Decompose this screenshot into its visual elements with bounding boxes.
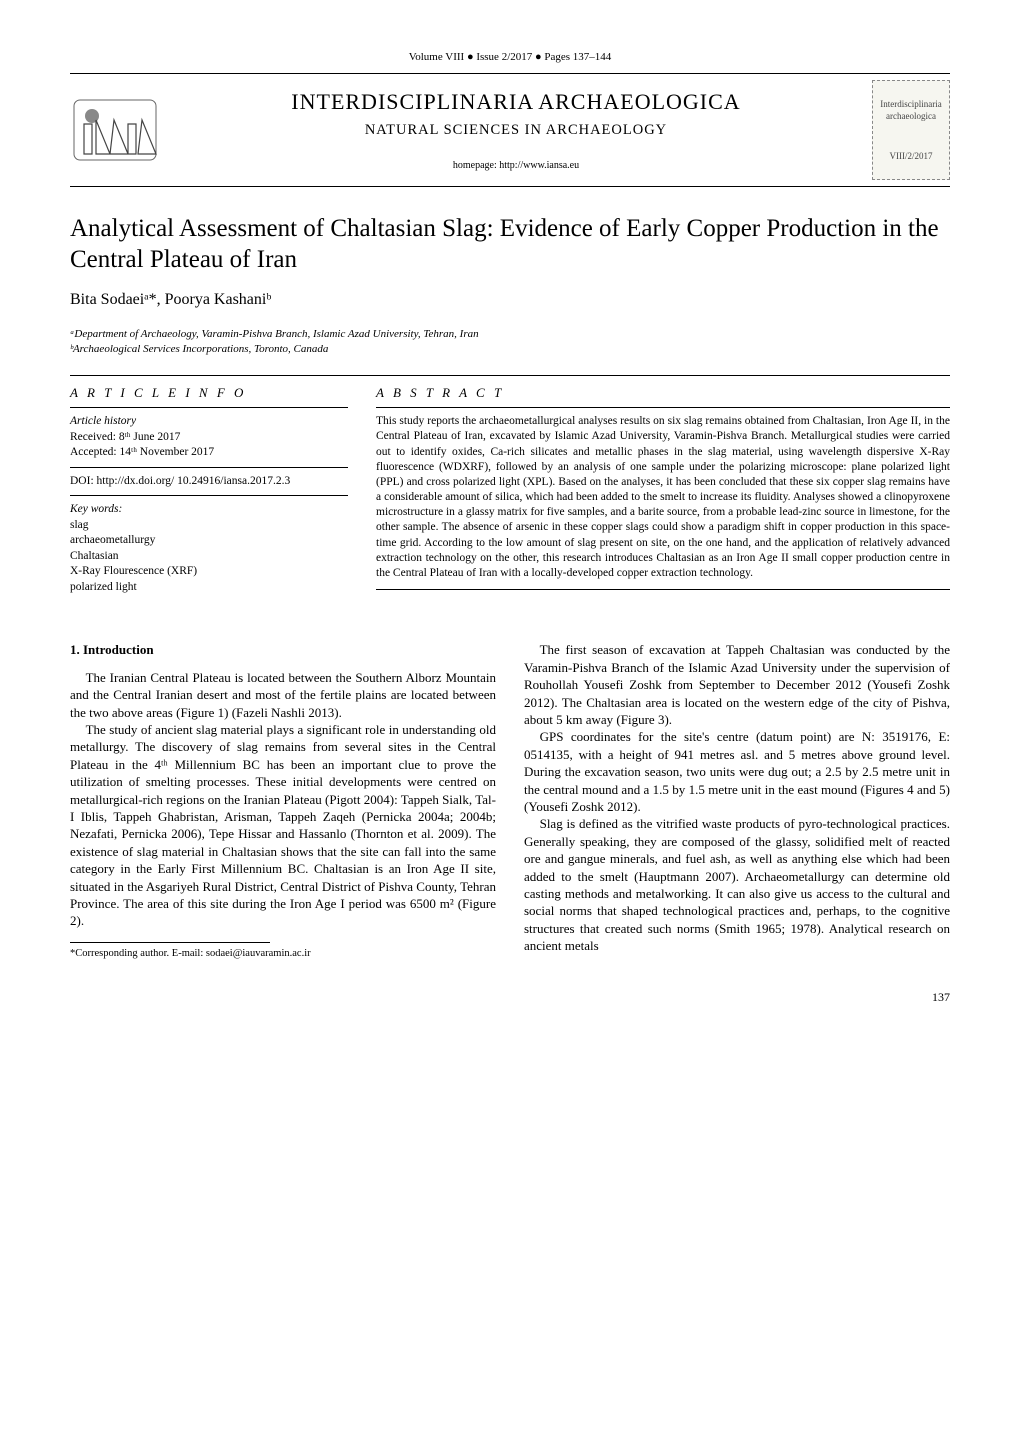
section-heading-intro: 1. Introduction <box>70 641 496 658</box>
doi-block: DOI: http://dx.doi.org/ 10.24916/iansa.2… <box>70 474 348 497</box>
keyword-1: slag <box>70 518 348 534</box>
footnote-rule <box>70 942 270 943</box>
article-info-heading: A R T I C L E I N F O <box>70 384 348 402</box>
article-title: Analytical Assessment of Chaltasian Slag… <box>70 213 950 276</box>
body-columns: 1. Introduction The Iranian Central Plat… <box>70 641 950 961</box>
doi: DOI: http://dx.doi.org/ 10.24916/iansa.2… <box>70 474 348 490</box>
affiliation-a: ᵃDepartment of Archaeology, Varamin-Pish… <box>70 327 950 342</box>
keywords-block: Key words: slag archaeometallurgy Chalta… <box>70 502 348 601</box>
abstract-heading: A B S T R A C T <box>376 384 950 402</box>
article-history-block: Article history Received: 8ᵗʰ June 2017 … <box>70 414 348 468</box>
authors: Bita Sodaeiᵃ*, Poorya Kashaniᵇ <box>70 289 950 311</box>
journal-subtitle: NATURAL SCIENCES IN ARCHAEOLOGY <box>172 121 860 141</box>
body-paragraph-5: Slag is defined as the vitrified waste p… <box>524 815 950 954</box>
accepted-date: Accepted: 14ᵗʰ November 2017 <box>70 445 348 461</box>
received-date: Received: 8ᵗʰ June 2017 <box>70 430 348 446</box>
journal-logo <box>70 94 160 166</box>
abstract-text: This study reports the archaeometallurgi… <box>376 414 950 581</box>
body-paragraph-3: The first season of excavation at Tappeh… <box>524 641 950 728</box>
article-info-column: A R T I C L E I N F O Article history Re… <box>70 384 348 608</box>
keyword-5: polarized light <box>70 580 348 596</box>
body-paragraph-4: GPS coordinates for the site's centre (d… <box>524 728 950 815</box>
body-paragraph-2: The study of ancient slag material plays… <box>70 721 496 930</box>
info-abstract-row: A R T I C L E I N F O Article history Re… <box>70 384 950 608</box>
journal-banner: INTERDISCIPLINARIA ARCHAEOLOGICA NATURAL… <box>70 80 950 180</box>
issue-meta: Volume VIII ● Issue 2/2017 ● Pages 137–1… <box>70 50 950 65</box>
iansa-logo-icon <box>70 94 160 166</box>
keyword-4: X-Ray Flourescence (XRF) <box>70 564 348 580</box>
rule-info-top <box>70 375 950 376</box>
keyword-2: archaeometallurgy <box>70 533 348 549</box>
body-paragraph-1: The Iranian Central Plateau is located b… <box>70 669 496 721</box>
rule-abs-2 <box>376 589 950 590</box>
page: Volume VIII ● Issue 2/2017 ● Pages 137–1… <box>0 0 1020 1035</box>
keywords-label: Key words: <box>70 502 348 518</box>
affiliations: ᵃDepartment of Archaeology, Varamin-Pish… <box>70 327 950 357</box>
journal-cover-thumb: Interdisciplinaria archaeologica VIII/2/… <box>872 80 950 180</box>
abstract-column: A B S T R A C T This study reports the a… <box>376 384 950 608</box>
rule-info-1 <box>70 407 348 408</box>
journal-title: INTERDISCIPLINARIA ARCHAEOLOGICA <box>172 87 860 117</box>
keyword-3: Chaltasian <box>70 549 348 565</box>
corresponding-author-footnote: *Corresponding author. E-mail: sodaei@ia… <box>70 947 496 961</box>
cover-bottom-text: VIII/2/2017 <box>890 150 933 162</box>
rule-banner-bottom <box>70 186 950 187</box>
journal-titles: INTERDISCIPLINARIA ARCHAEOLOGICA NATURAL… <box>172 87 860 172</box>
journal-homepage: homepage: http://www.iansa.eu <box>172 159 860 173</box>
article-history-label: Article history <box>70 414 348 430</box>
cover-top-text: Interdisciplinaria archaeologica <box>873 98 949 122</box>
rule-abs-1 <box>376 407 950 408</box>
page-number: 137 <box>70 989 950 1005</box>
rule-top <box>70 73 950 74</box>
affiliation-b: ᵇArchaeological Services Incorporations,… <box>70 342 950 357</box>
